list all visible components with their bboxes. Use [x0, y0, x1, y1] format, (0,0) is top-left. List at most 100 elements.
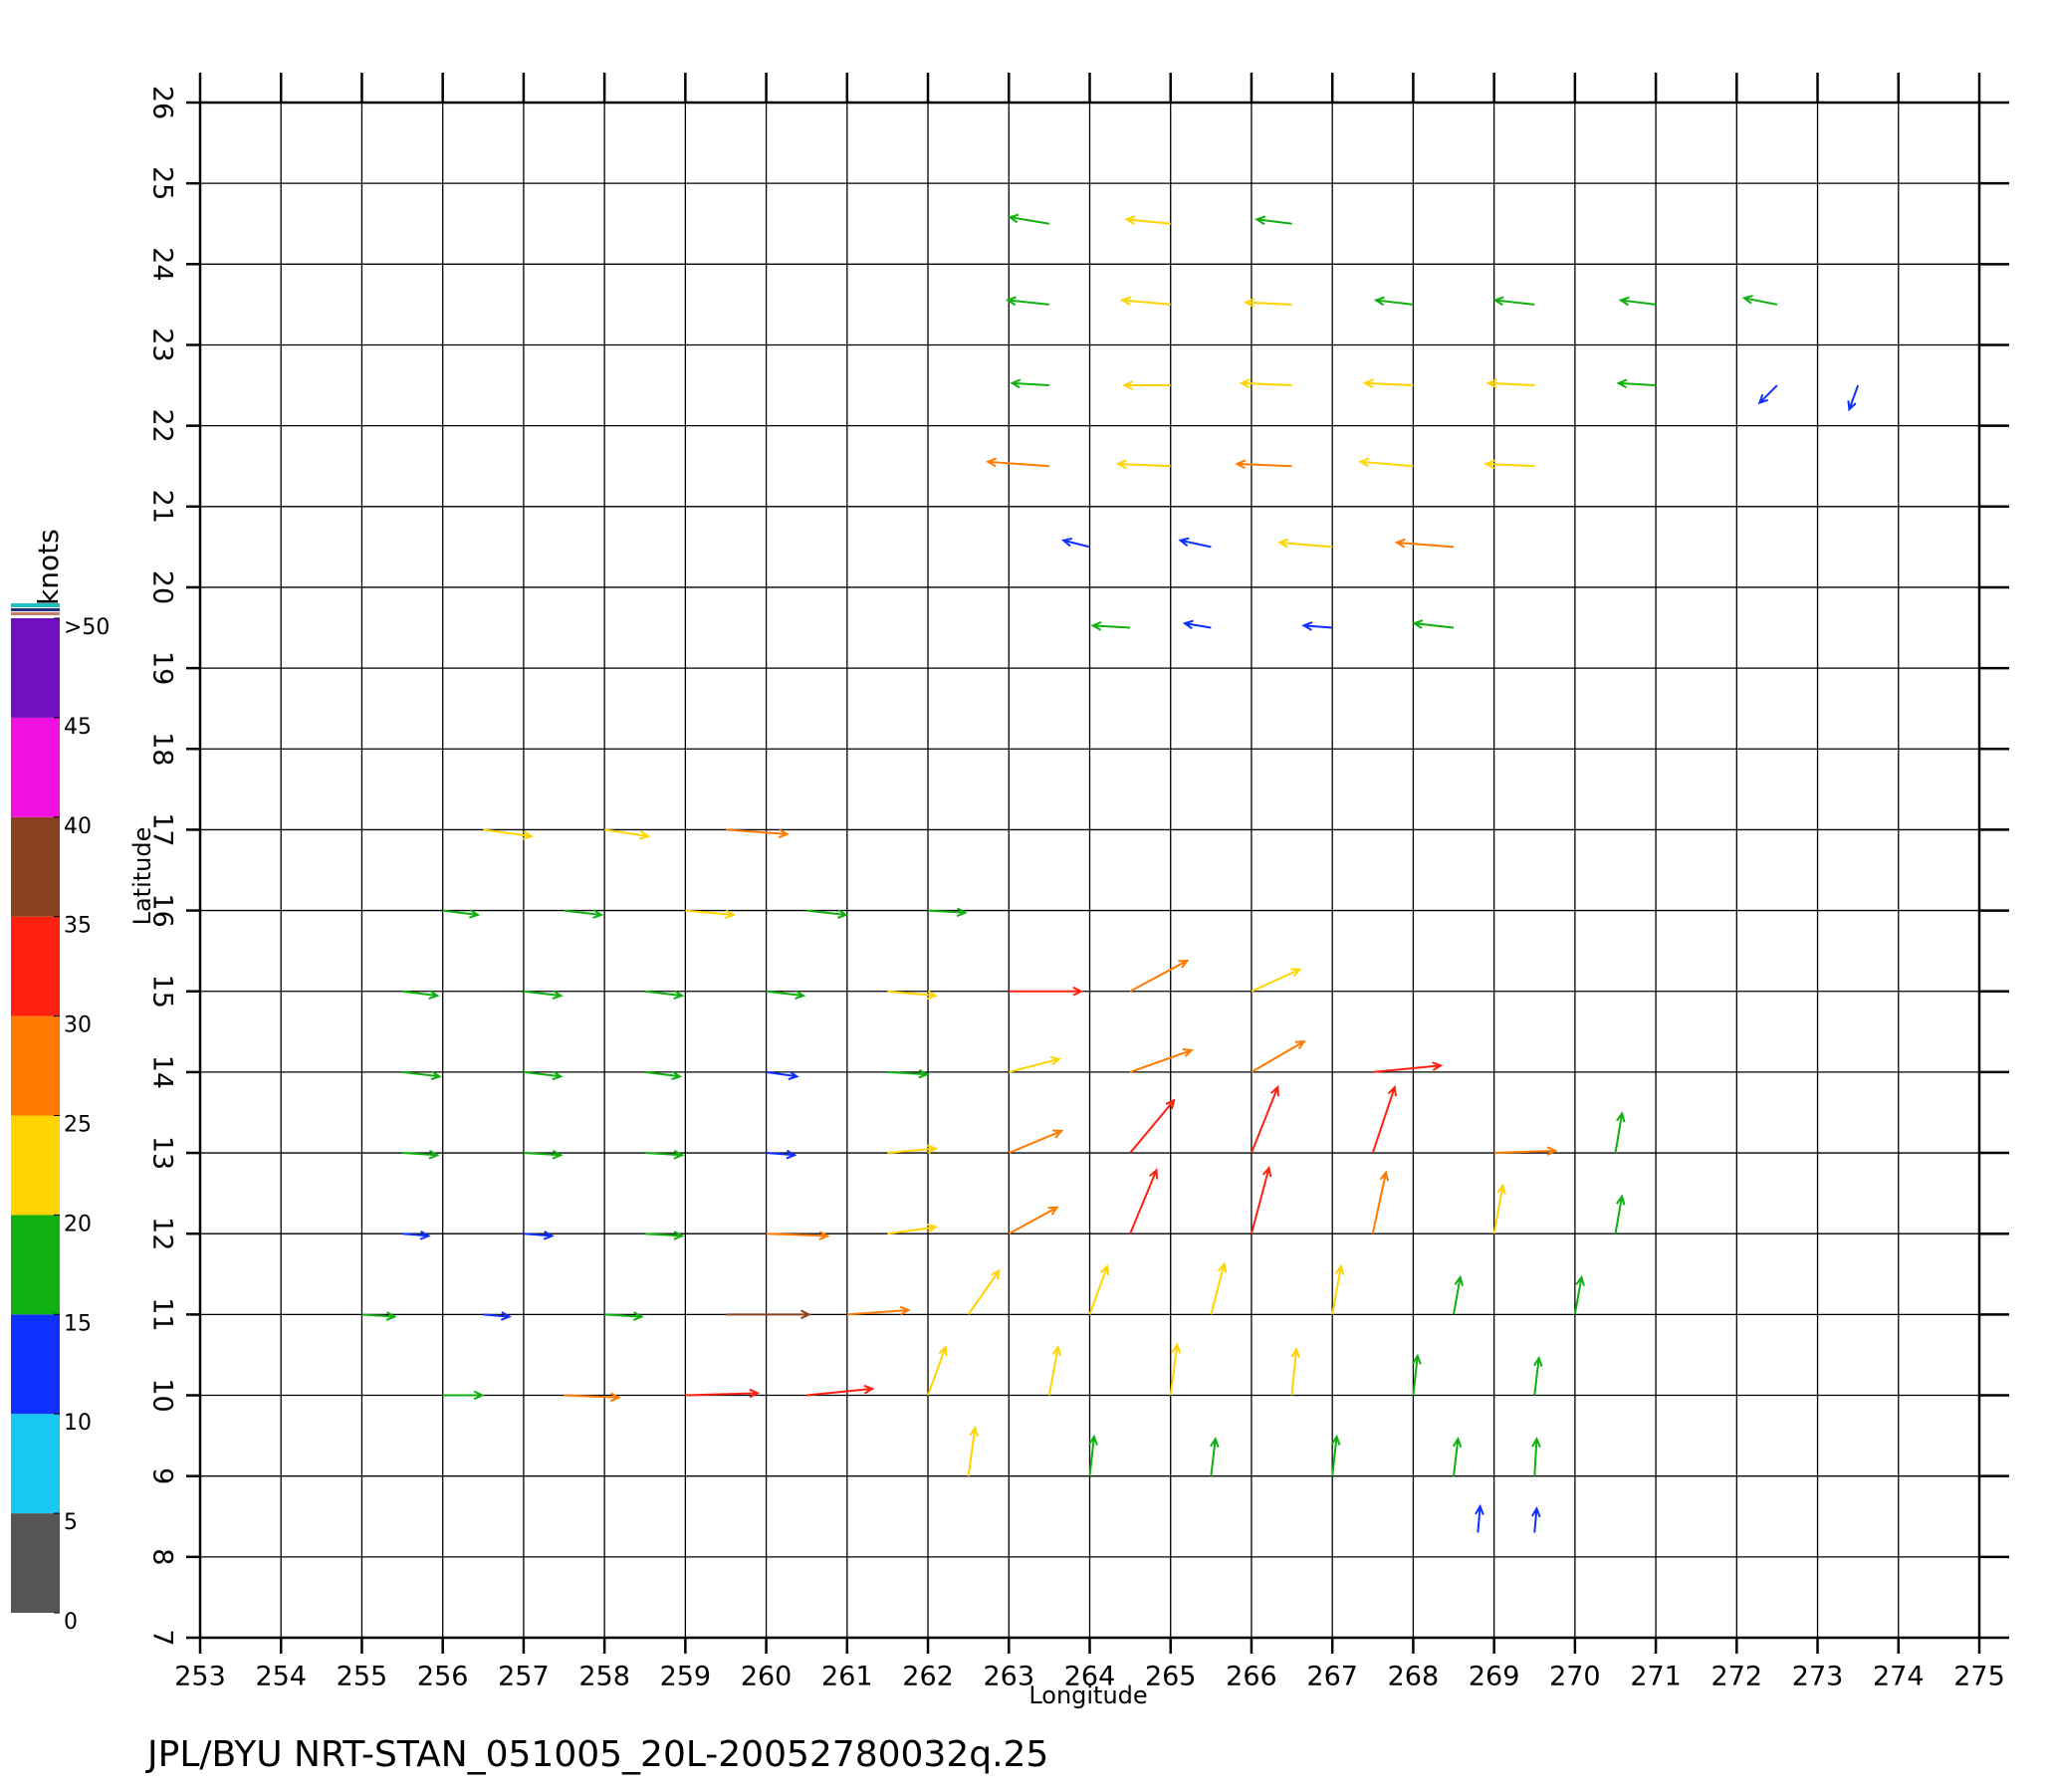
- wind-vector: [725, 1309, 811, 1320]
- y-tick-label: 12: [147, 1217, 178, 1250]
- colorbar-tick-label: 20: [64, 1212, 92, 1236]
- y-axis-label: Latitude: [128, 827, 156, 926]
- wind-vector: [1301, 621, 1333, 631]
- wind-vector: [1124, 215, 1171, 225]
- x-tick-label: 267: [1306, 1662, 1358, 1692]
- wind-vector: [846, 1305, 911, 1316]
- footer: JPL/BYU NRT-STAN_051005_20L-20052780032q…: [145, 1734, 1048, 1775]
- colorbar-title: knots: [32, 529, 65, 605]
- wind-vector: [967, 1268, 1001, 1315]
- x-tick-label: 269: [1469, 1662, 1520, 1692]
- wind-vector: [1483, 459, 1535, 470]
- wind-vector: [644, 1231, 685, 1240]
- y-tick-label: 8: [147, 1548, 178, 1565]
- colorbar-swatch: [11, 816, 60, 917]
- wind-vector: [361, 1311, 397, 1321]
- wind-vector: [401, 1230, 431, 1240]
- wind-vector: [1452, 1436, 1463, 1476]
- y-tick-label: 25: [147, 166, 178, 200]
- y-tick-label: 22: [147, 408, 178, 442]
- wind-vector: [603, 828, 651, 840]
- wind-vector: [401, 1070, 442, 1081]
- wind-vector: [644, 1070, 683, 1081]
- wind-vector: [1120, 296, 1171, 306]
- wind-vector: [1475, 1503, 1484, 1533]
- wind-vector: [483, 828, 534, 840]
- wind-vector: [1412, 1353, 1422, 1396]
- y-tick-label: 16: [147, 893, 178, 927]
- wind-vector: [1244, 298, 1292, 308]
- y-tick-label: 9: [147, 1467, 178, 1484]
- wind-vector: [442, 909, 481, 919]
- wind-vector: [1371, 1084, 1397, 1154]
- wind-vector: [1757, 384, 1778, 405]
- wind-vector: [1182, 619, 1212, 630]
- wind-vector: [1235, 459, 1292, 470]
- x-tick-label: 273: [1792, 1662, 1844, 1692]
- wind-vector: [1453, 1274, 1465, 1315]
- wind-vector: [1290, 1347, 1301, 1396]
- wind-vector: [523, 1070, 564, 1081]
- wind-vector: [523, 1149, 564, 1160]
- wind-vector: [644, 1149, 685, 1160]
- x-tick-label: 275: [1953, 1662, 2005, 1692]
- wind-vector: [685, 909, 737, 920]
- wind-vector: [887, 1144, 939, 1155]
- wind-vector: [1129, 1168, 1159, 1234]
- colorbar-swatch: [11, 1513, 60, 1613]
- wind-vector: [766, 1070, 799, 1080]
- wind-vector: [1060, 537, 1090, 549]
- wind-vector: [1122, 380, 1171, 390]
- wind-vector: [1493, 1146, 1558, 1156]
- wind-vector: [985, 457, 1049, 468]
- colorbar-swatch: [11, 1314, 60, 1415]
- wind-vector: [1358, 457, 1414, 468]
- x-tick-label: 256: [417, 1662, 469, 1692]
- wind-vector: [402, 1149, 440, 1160]
- wind-vector: [1412, 619, 1455, 629]
- wind-vector: [1115, 459, 1171, 470]
- wind-vector: [1178, 537, 1212, 549]
- x-tick-label: 271: [1630, 1662, 1682, 1692]
- wind-vector: [927, 907, 968, 918]
- wind-vector: [1005, 296, 1049, 307]
- wind-vector: [1531, 1436, 1541, 1476]
- colorbar-swatch: [11, 1015, 60, 1116]
- wind-vector: [1614, 1111, 1626, 1154]
- colorbar-swatch: [11, 618, 60, 718]
- wind-vector: [1373, 296, 1414, 307]
- y-tick-label: 14: [147, 1055, 178, 1089]
- wind-vector: [1251, 1084, 1279, 1154]
- y-tick-label: 11: [147, 1297, 178, 1331]
- x-tick-label: 258: [578, 1662, 630, 1692]
- wind-vector: [766, 1231, 830, 1240]
- wind-vector: [1129, 1098, 1176, 1154]
- wind-vector: [1530, 1505, 1541, 1533]
- y-tick-label: 18: [147, 732, 178, 766]
- y-tick-label: 20: [147, 570, 178, 604]
- x-tick-label: 265: [1145, 1662, 1197, 1692]
- wind-vector: [1010, 378, 1049, 389]
- y-tick-label: 24: [147, 247, 178, 281]
- wind-vector: [1492, 296, 1535, 307]
- wind-vector: [1251, 968, 1302, 993]
- wind-vector: [1492, 1183, 1506, 1234]
- wind-vector: [1090, 620, 1131, 631]
- y-tick-label: 21: [147, 490, 178, 524]
- y-tick-label: 23: [147, 328, 178, 361]
- wind-vector: [644, 990, 685, 1001]
- x-tick-label: 272: [1711, 1662, 1763, 1692]
- colorbar-decoration: [11, 608, 60, 611]
- x-tick-label: 259: [660, 1662, 712, 1692]
- wind-vector: [1618, 296, 1657, 307]
- wind-vector: [1008, 1206, 1059, 1235]
- x-tick-label: 266: [1226, 1662, 1277, 1692]
- y-tick-label: 13: [147, 1136, 178, 1170]
- colorbar-decoration: [11, 603, 60, 607]
- colorbar-swatch: [11, 1115, 60, 1216]
- wind-vector: [1129, 959, 1190, 993]
- colorbar-tick-label: 35: [64, 914, 92, 939]
- x-tick-label: 270: [1549, 1662, 1601, 1692]
- wind-vector: [1532, 1355, 1543, 1396]
